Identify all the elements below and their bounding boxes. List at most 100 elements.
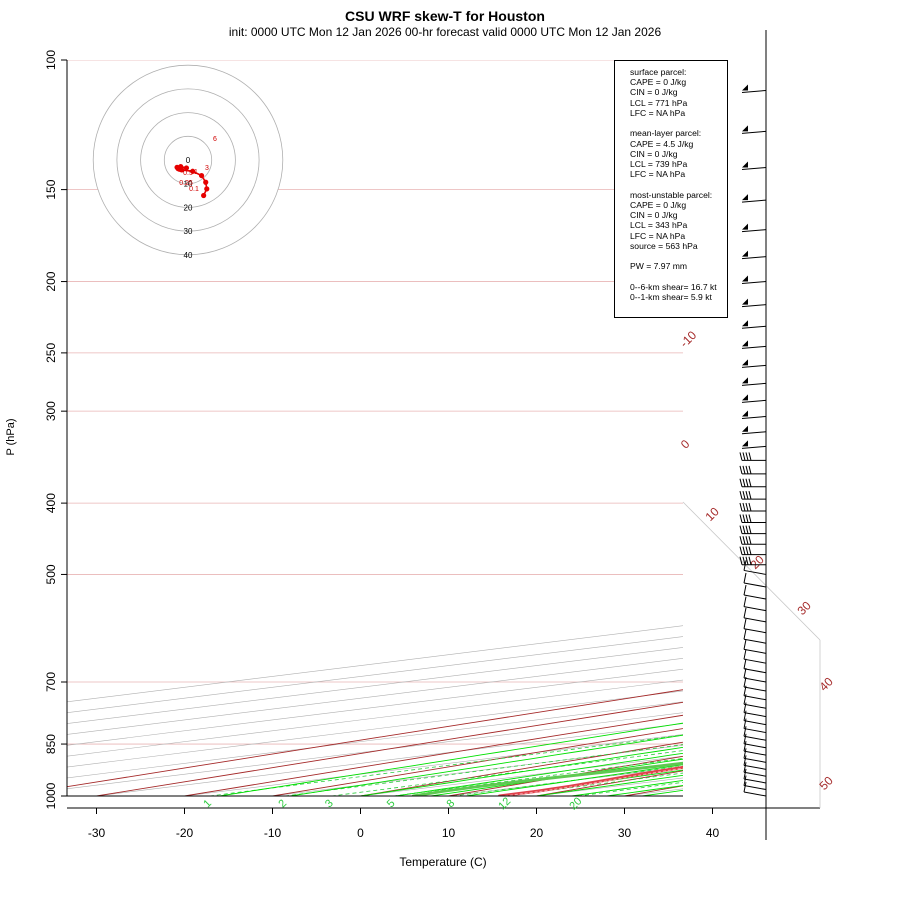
surface-cape: CAPE = 0 J/kg	[630, 77, 687, 88]
wind-barb	[743, 726, 767, 741]
wind-barb	[741, 359, 767, 368]
most-unstable-cin: CIN = 0 J/kg	[630, 210, 678, 221]
wind-barb	[739, 465, 766, 475]
hodograph-point	[183, 165, 190, 171]
hodograph-ring	[140, 112, 236, 208]
isotherm-line	[272, 744, 683, 796]
mixing-ratio-line	[331, 750, 683, 796]
y-tick-label: 300	[44, 401, 58, 421]
x-tick-label: 40	[706, 826, 720, 840]
isotherm-label: 50	[816, 773, 836, 793]
hodograph-ring	[92, 64, 284, 256]
mean-layer-cin: CIN = 0 J/kg	[630, 148, 678, 159]
y-tick-label: 850	[44, 734, 58, 754]
wind-barb	[741, 440, 767, 449]
moist-adiabat-line	[219, 722, 683, 796]
hodograph-point	[203, 179, 209, 185]
y-tick-label: 700	[44, 672, 58, 692]
x-tick-label: 0	[357, 826, 364, 840]
hodograph-point	[179, 167, 185, 173]
wind-barb	[743, 741, 767, 756]
wind-barb	[743, 781, 767, 797]
hodograph-ring-label: 40	[184, 251, 193, 260]
hodograph-ring-label: 20	[184, 203, 193, 212]
mixing-ratio-line	[284, 744, 683, 796]
x-tick-label: -20	[176, 826, 194, 840]
wind-barb	[739, 478, 766, 488]
chart-title: CSU WRF skew-T for Houston	[345, 8, 545, 24]
mixing-ratio-line	[506, 772, 683, 796]
y-tick-label: 400	[44, 493, 58, 513]
isotherm-line	[184, 734, 683, 796]
x-axis-label: Temperature (C)	[399, 855, 486, 869]
isotherm-line	[67, 658, 683, 735]
mixing-ratio-label: 12	[496, 795, 513, 812]
mean-layer-cape: CAPE = 4.5 J/kg	[630, 138, 694, 149]
dry-adiabat-line	[713, 60, 900, 796]
mean-layer-parcel-header: mean-layer parcel:	[630, 128, 702, 139]
y-axis-label: P (hPa)	[5, 418, 17, 455]
hodograph-point	[204, 186, 210, 192]
wind-barb	[743, 629, 767, 644]
y-tick-label: 250	[44, 343, 58, 363]
most-unstable-lfc: LFC = NA hPa	[630, 230, 686, 241]
hodograph-height-label: 0.5	[183, 170, 193, 177]
hodograph-point	[190, 168, 196, 174]
wind-barb	[741, 84, 767, 93]
wind-barb	[743, 676, 767, 692]
hodograph-point	[201, 192, 207, 199]
dry-adiabat-line	[272, 728, 683, 796]
x-tick-label: 10	[442, 826, 456, 840]
wind-barb	[741, 223, 767, 233]
most-unstable-lcl: LCL = 343 hPa	[630, 220, 688, 231]
wind-barb	[743, 618, 767, 634]
dry-adiabat-line	[801, 60, 900, 796]
mixing-ratio-line	[209, 734, 683, 796]
hodograph-point	[198, 172, 205, 179]
chart-subtitle: init: 0000 UTC Mon 12 Jan 2026 00-hr for…	[228, 25, 662, 39]
hodograph-ring-label: 30	[184, 227, 193, 236]
wind-barb	[743, 748, 767, 763]
surface-lcl: LCL = 771 hPa	[630, 97, 688, 108]
y-tick-label: 500	[44, 564, 58, 584]
wind-barb	[743, 694, 767, 709]
isotherm-label: -10	[677, 328, 699, 350]
hodograph-ring	[163, 135, 213, 185]
wind-barb	[739, 452, 766, 461]
surface-lfc: LFC = NA hPa	[630, 107, 686, 118]
surface-parcel-header: surface parcel:	[630, 67, 687, 77]
isotherm-line	[67, 647, 683, 724]
precipitable-water: PW = 7.97 mm	[630, 261, 688, 272]
wind-barb	[743, 762, 767, 777]
wind-barb	[743, 768, 767, 784]
wind-barb	[739, 546, 766, 556]
moist-adiabat-line	[290, 734, 683, 796]
surface-cin: CIN = 0 J/kg	[630, 87, 678, 98]
dry-adiabat-line	[184, 714, 683, 796]
hodograph-ring-label: 0	[186, 156, 191, 165]
wind-barb	[741, 161, 767, 171]
wind-barb	[743, 718, 767, 734]
wind-barb	[743, 658, 767, 674]
isotherm-line	[67, 625, 683, 703]
wind-barb	[741, 410, 767, 419]
wind-barb	[741, 298, 767, 308]
wind-barb	[743, 596, 767, 612]
hodograph-height-label: 0.25	[179, 180, 193, 187]
wind-barb	[743, 649, 767, 664]
mixing-ratio-line	[393, 758, 683, 796]
wind-barb	[739, 502, 766, 512]
diagram-edge-line	[682, 501, 821, 641]
x-tick-label: -10	[264, 826, 282, 840]
wind-barb	[741, 340, 767, 349]
wind-barb	[741, 194, 767, 203]
wind-barb	[739, 525, 766, 535]
parcel-info-box: surface parcel: CAPE = 0 J/kg CIN = 0 J/…	[614, 60, 728, 318]
x-tick-label: 30	[618, 826, 632, 840]
mean-layer-lfc: LFC = NA hPa	[630, 169, 686, 180]
wind-barb	[739, 536, 766, 545]
most-unstable-parcel-header: most-unstable parcel:	[630, 189, 713, 200]
y-tick-label: 200	[44, 271, 58, 291]
isotherm-label: 0	[678, 437, 693, 452]
wind-barb	[743, 755, 767, 770]
